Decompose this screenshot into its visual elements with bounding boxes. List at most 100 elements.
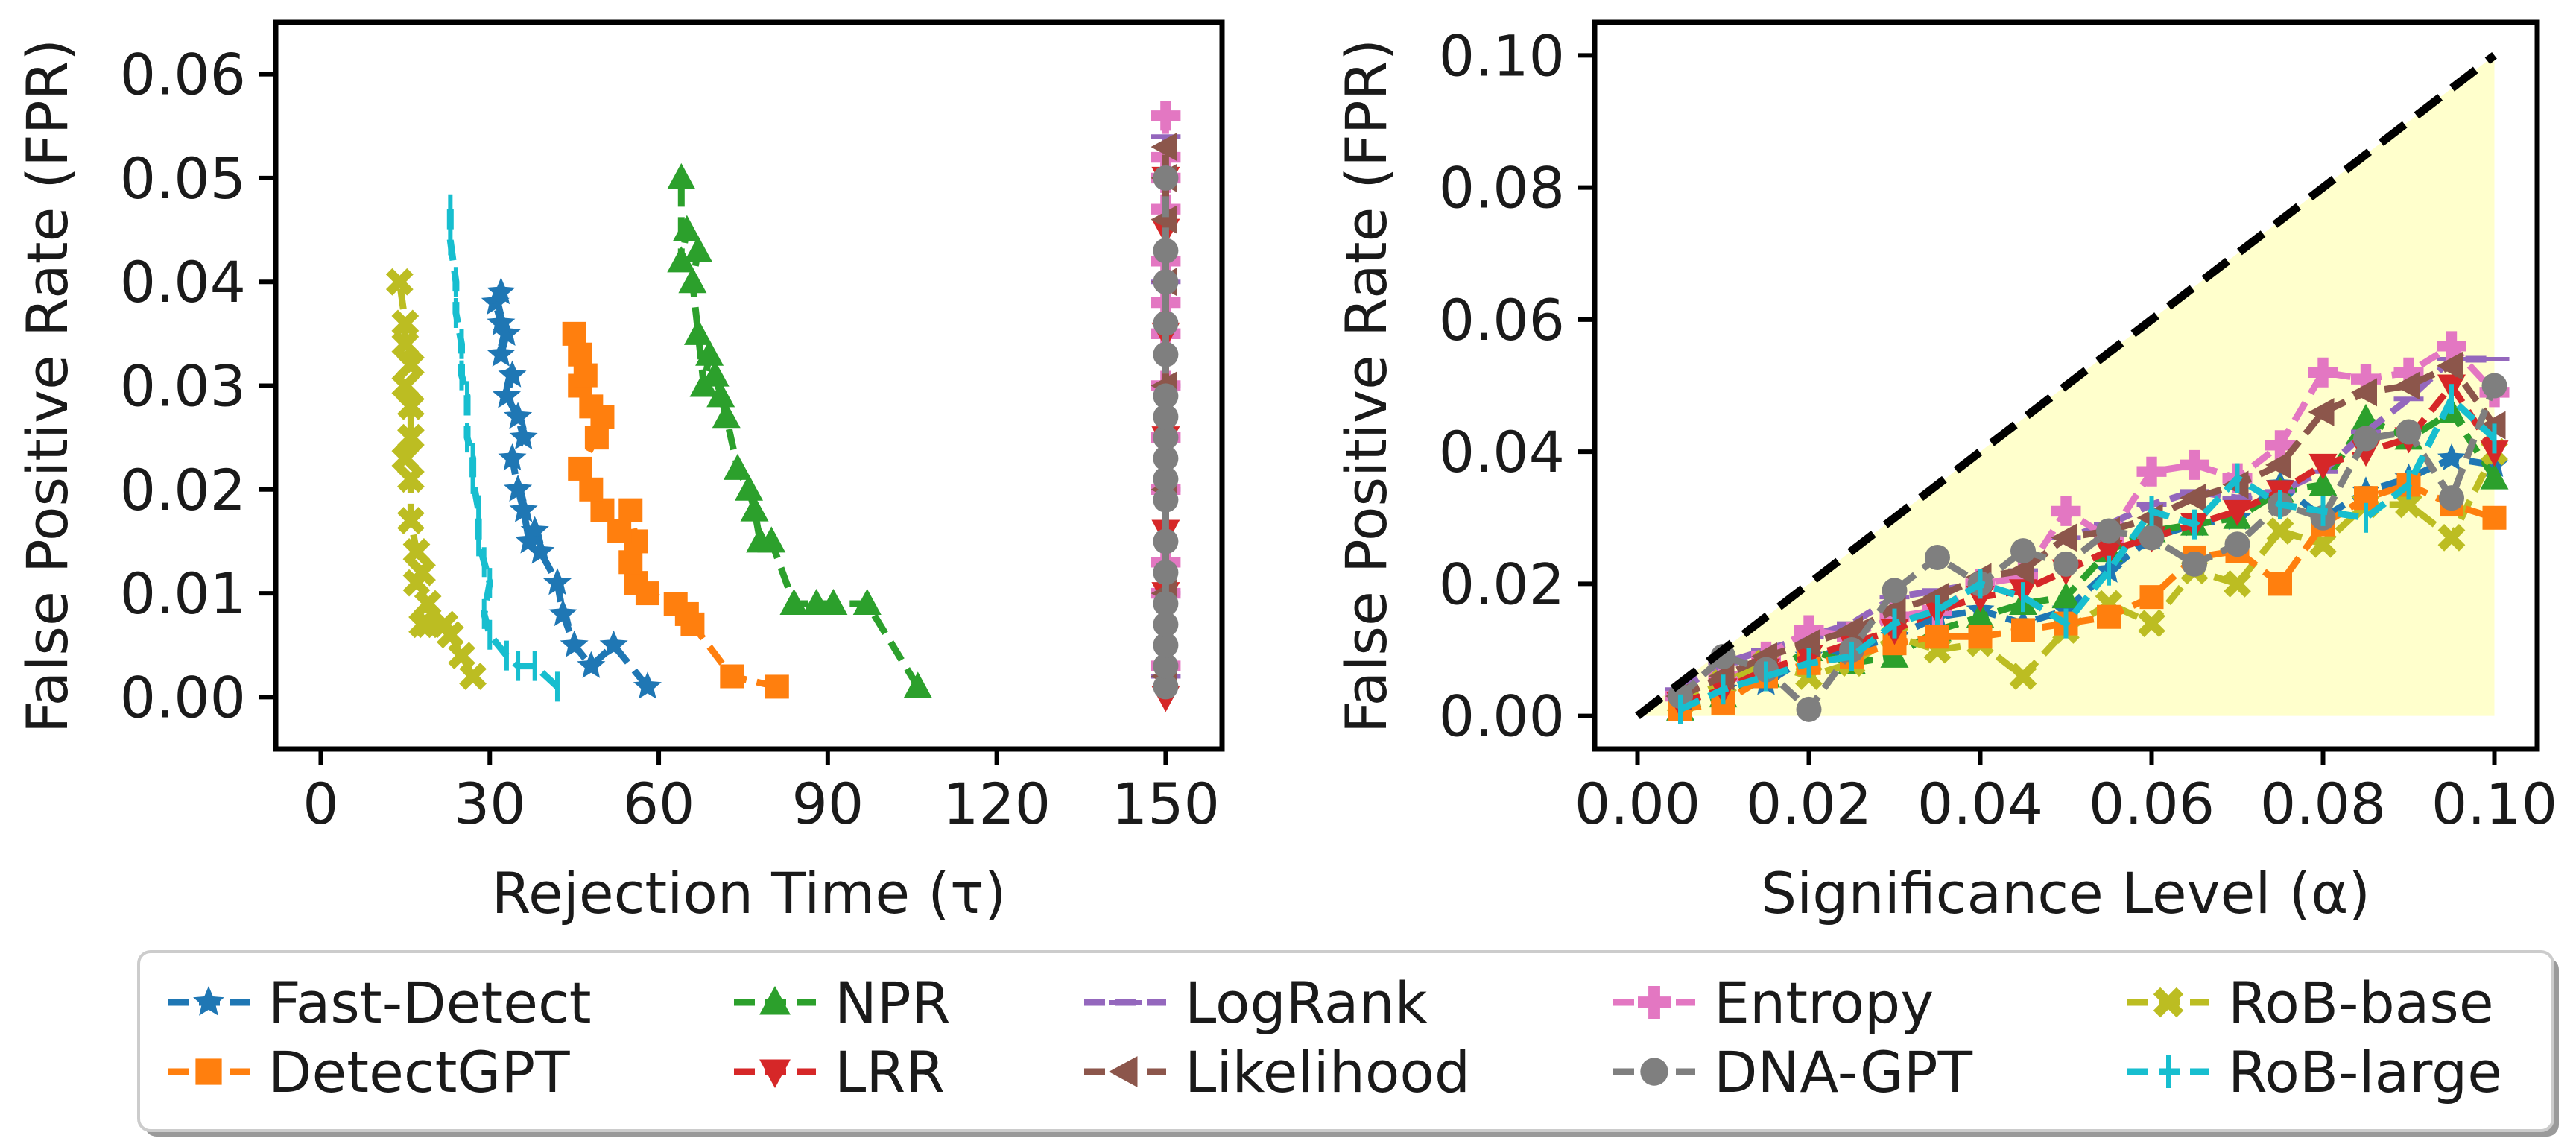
right-reference-line — [1635, 51, 2497, 720]
legend-label-npr: NPR — [835, 970, 951, 1036]
left-y-axis-label: False Positive Rate (FPR) — [14, 39, 80, 733]
right-ticks: 0.00 0.02 0.04 0.06 0.08 0.10 0.00 0.02 0.04 0.06… — [1439, 22, 2557, 837]
left-point-fast-detect — [498, 360, 527, 388]
left-point-rob-base — [391, 309, 420, 338]
legend-marker-detectgpt — [195, 1058, 222, 1085]
left-point-dna-gpt — [1153, 269, 1179, 295]
left-point-detectgpt — [568, 342, 592, 367]
left-point-fast-detect — [526, 537, 555, 564]
right-point-likelihood — [2437, 351, 2463, 380]
legend-marker-npr — [759, 986, 791, 1015]
right-point-entropy — [2351, 364, 2381, 394]
left-point-rob-base — [397, 507, 425, 534]
right-point-dna-gpt — [2439, 485, 2464, 511]
right-point-entropy — [2136, 456, 2167, 487]
left-point-fast-detect — [548, 598, 577, 627]
left-point-fast-detect — [599, 630, 628, 657]
left-y-tick-label: 0.02 — [120, 457, 246, 523]
left-point-npr — [683, 236, 712, 262]
left-point-fast-detect — [487, 277, 516, 305]
right-point-dna-gpt — [1796, 696, 1822, 722]
right-point-npr — [2051, 582, 2080, 609]
right-point-likelihood — [2008, 556, 2034, 585]
left-point-rob-base — [408, 558, 436, 587]
legend-marker-lrr — [759, 1059, 791, 1088]
left-point-entropy — [1151, 101, 1181, 131]
left-point-fast-detect — [543, 568, 572, 595]
left-point-detectgpt — [765, 674, 789, 699]
left-point-rob-base — [397, 465, 425, 493]
right-point-detectgpt — [1968, 625, 1993, 649]
left-point-npr — [735, 474, 763, 501]
left-point-fast-detect — [504, 402, 533, 429]
right-y-tick-label: 0.00 — [1439, 683, 1565, 750]
left-point-fast-detect — [515, 526, 544, 554]
right-point-detectgpt — [2139, 585, 2164, 610]
left-point-npr — [667, 162, 696, 189]
right-point-dna-gpt — [2053, 551, 2079, 577]
right-point-dna-gpt — [1925, 544, 1950, 570]
left-point-detectgpt — [573, 363, 598, 388]
legend-label-fast-detect: Fast-Detect — [268, 970, 592, 1036]
left-x-tick-label: 150 — [1112, 771, 1220, 837]
left-point-rob-base — [397, 351, 425, 379]
left-point-npr — [706, 381, 735, 408]
left-point-fast-detect — [487, 339, 516, 367]
left-point-fast-detect — [492, 381, 521, 408]
right-series-line-entropy — [1679, 342, 2497, 700]
legend-marker-likelihood — [1109, 1056, 1138, 1087]
right-point-likelihood — [2393, 371, 2420, 400]
right-point-likelihood — [2051, 523, 2077, 552]
right-point-dna-gpt — [1882, 578, 1908, 604]
left-x-tick-label: 90 — [791, 771, 864, 837]
right-x-tick-label: 0.08 — [2260, 771, 2386, 837]
left-point-fast-detect — [560, 630, 589, 657]
right-point-dna-gpt — [2096, 518, 2121, 544]
left-point-npr — [802, 589, 831, 615]
right-y-tick-label: 0.02 — [1439, 551, 1565, 617]
left-point-detectgpt — [579, 477, 604, 502]
right-point-entropy — [2393, 357, 2424, 388]
legend-marker-dna-gpt — [1640, 1058, 1668, 1086]
legend-label-rob-large: RoB-large — [2228, 1039, 2502, 1105]
right-point-dna-gpt — [2396, 419, 2422, 445]
left-y-tick-label: 0.01 — [120, 560, 246, 627]
right-panel: 0.00 0.02 0.04 0.06 0.08 0.10 0.00 0.02 0.04 0.06… — [1333, 19, 2557, 926]
left-point-dna-gpt — [1153, 310, 1179, 336]
left-point-dna-gpt — [1153, 466, 1179, 492]
left-x-tick-label: 30 — [454, 771, 526, 837]
right-point-detectgpt — [2011, 618, 2035, 642]
left-point-detectgpt — [607, 519, 632, 543]
legend-marker-rob-base — [2153, 987, 2184, 1018]
right-point-detectgpt — [1925, 625, 1949, 649]
left-point-dna-gpt — [1153, 528, 1179, 554]
right-point-likelihood — [2308, 397, 2335, 426]
left-point-detectgpt — [663, 592, 688, 616]
left-point-dna-gpt — [1153, 341, 1179, 367]
left-point-fast-detect — [504, 474, 533, 502]
left-point-dna-gpt — [1153, 487, 1179, 513]
right-y-tick-label: 0.06 — [1439, 287, 1565, 353]
left-point-fast-detect — [509, 423, 538, 450]
left-point-detectgpt — [590, 498, 615, 522]
left-point-npr — [667, 246, 696, 273]
left-point-dna-gpt — [1153, 674, 1179, 700]
right-point-lrr — [2308, 453, 2338, 480]
right-axes-frame — [1592, 19, 2540, 752]
right-point-likelihood — [2351, 378, 2377, 407]
right-x-tick-label: 0.04 — [1917, 771, 2043, 837]
left-point-npr — [689, 370, 718, 397]
legend-label-dna-gpt: DNA-GPT — [1714, 1039, 1973, 1105]
left-point-rob-base — [391, 444, 420, 473]
left-point-fast-detect — [633, 671, 662, 699]
right-y-tick-label: 0.04 — [1439, 419, 1565, 485]
right-point-lrr — [2480, 440, 2509, 467]
left-point-fast-detect — [487, 308, 516, 336]
left-point-rob-base — [402, 537, 431, 566]
right-y-tick-label: 0.10 — [1439, 22, 1565, 89]
right-point-likelihood — [2265, 450, 2291, 479]
right-y-axis-label: False Positive Rate (FPR) — [1333, 39, 1399, 733]
right-point-rob-base — [2266, 517, 2294, 545]
left-point-npr — [852, 589, 882, 615]
